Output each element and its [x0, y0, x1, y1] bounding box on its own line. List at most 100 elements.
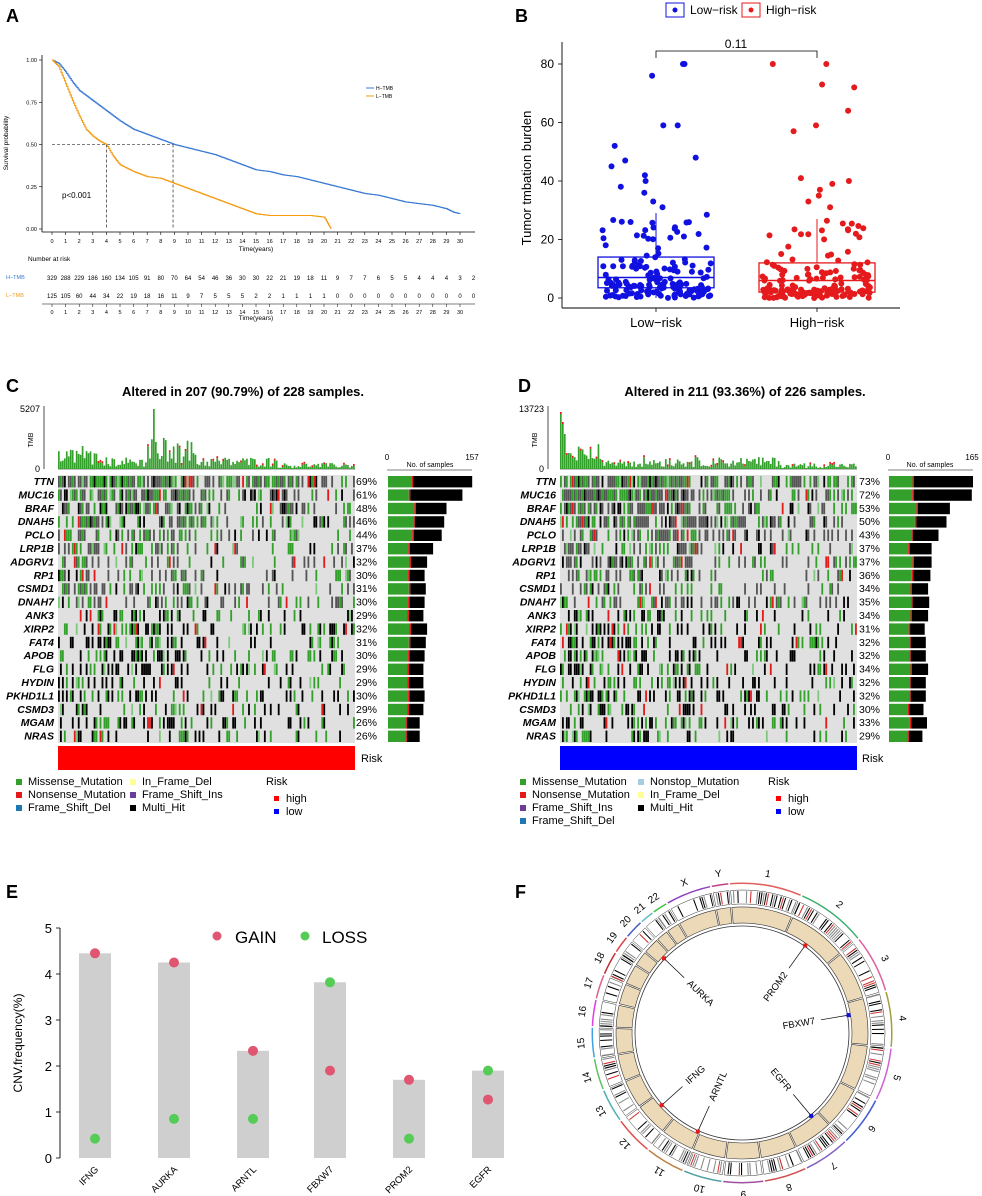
tmb-bar — [248, 465, 250, 469]
mutation-cell — [155, 502, 157, 515]
mutation-cell — [668, 623, 671, 635]
sample-bar-multihit — [406, 730, 420, 742]
mutation-cell — [837, 583, 840, 595]
tmb-bar — [252, 458, 254, 469]
tmb-bar — [660, 466, 663, 469]
mutation-cell — [170, 489, 173, 501]
mutation-cell — [121, 502, 124, 515]
mutation-cell — [641, 636, 643, 649]
mutation-cell — [726, 703, 729, 716]
mutation-cell — [333, 650, 336, 662]
mutation-cell — [595, 650, 598, 662]
mutation-cell — [166, 623, 169, 635]
mutation-cell — [595, 502, 598, 515]
tmb-bar-nonsense — [712, 458, 715, 461]
mutation-cell — [139, 690, 141, 702]
mutation-cell — [674, 476, 677, 488]
mutation-cell — [131, 663, 134, 675]
tmb-bar-nonsense — [809, 462, 812, 465]
mutation-cell — [129, 502, 132, 515]
mutation-cell — [666, 677, 669, 689]
chromosome-band — [665, 1142, 673, 1154]
mutation-cell — [347, 610, 349, 622]
mutation-cell — [833, 703, 836, 716]
mutation-cell — [58, 677, 60, 689]
mutation-cell — [623, 502, 626, 515]
mutation-cell — [581, 636, 584, 649]
mutation-cell — [178, 730, 181, 742]
mutation-cell — [293, 610, 296, 622]
sample-bar-missense — [388, 717, 406, 729]
mutation-cell — [831, 529, 834, 541]
mutation-cell — [694, 663, 697, 675]
risk-table-value: 80 — [157, 276, 164, 282]
mutation-cell — [117, 690, 120, 702]
mutation-cell — [61, 556, 64, 568]
tmb-bar — [678, 461, 681, 469]
mutation-cell — [149, 596, 151, 608]
mutation-cell — [323, 516, 326, 528]
mutation-cell — [686, 623, 689, 635]
mutation-cell — [139, 529, 141, 541]
chromosome-band — [862, 980, 875, 986]
mutation-cell — [202, 703, 205, 716]
chromosome-band — [852, 1100, 864, 1108]
mutation-cell — [623, 476, 626, 488]
mutation-cell — [666, 543, 669, 555]
mutation-cell — [149, 636, 151, 649]
mutation-cell — [835, 556, 838, 568]
risk-table-value: 0 — [458, 294, 462, 300]
mutation-cell — [210, 623, 213, 635]
mutation-cell — [188, 502, 191, 515]
box-point-outlier — [851, 84, 858, 91]
sample-bar-nonsense — [409, 623, 411, 635]
mutation-cell — [781, 717, 784, 729]
mutation-cell — [607, 690, 610, 702]
legend-swatch — [16, 779, 22, 785]
mutation-cell — [147, 730, 149, 742]
sample-bar-nonsense — [908, 623, 911, 635]
mutation-cell — [621, 516, 624, 528]
gene-name: MGAM — [21, 717, 54, 729]
mutation-cell — [176, 543, 179, 555]
gene-percent: 73% — [859, 476, 880, 488]
mutation-cell — [841, 569, 843, 582]
mutation-cell — [672, 556, 675, 568]
mutation-cell — [825, 516, 828, 528]
box-point-outlier — [692, 154, 699, 161]
panel-label-d: D — [518, 376, 531, 396]
mutation-cell — [807, 610, 810, 622]
sample-bar-multihit — [413, 476, 473, 488]
box-point-outlier — [815, 192, 822, 199]
box-point — [600, 235, 607, 242]
mutation-cell — [603, 489, 606, 501]
mutation-cell — [301, 476, 304, 488]
sample-bar-missense — [889, 569, 912, 582]
gene-percent: 31% — [356, 583, 377, 595]
mutation-cell — [182, 516, 185, 528]
mutation-cell — [299, 677, 302, 689]
chromosome-label: 6 — [865, 1123, 877, 1134]
box-point — [610, 263, 617, 270]
mutation-cell — [728, 476, 731, 488]
mutation-cell — [666, 502, 669, 515]
tmb-bar — [224, 457, 226, 469]
sample-bar-missense — [388, 650, 409, 662]
gene-percent: 37% — [859, 556, 880, 568]
box-point — [835, 257, 842, 264]
mutation-cell — [807, 489, 810, 501]
mutation-cell — [61, 703, 64, 716]
mutation-cell — [61, 690, 64, 702]
chromosome-band — [846, 947, 857, 956]
mutation-cell — [176, 556, 179, 568]
mutation-cell — [633, 476, 636, 488]
mutation-cell — [115, 476, 118, 488]
sample-bar-nonsense — [408, 596, 410, 608]
mutation-cell — [172, 690, 175, 702]
chromosome-band — [871, 1022, 884, 1024]
risk-table-value: 54 — [198, 276, 205, 282]
mutation-cell — [117, 476, 120, 488]
mutation-cell — [339, 677, 341, 689]
mutation-cell — [657, 677, 659, 689]
mutation-cell — [180, 663, 183, 675]
